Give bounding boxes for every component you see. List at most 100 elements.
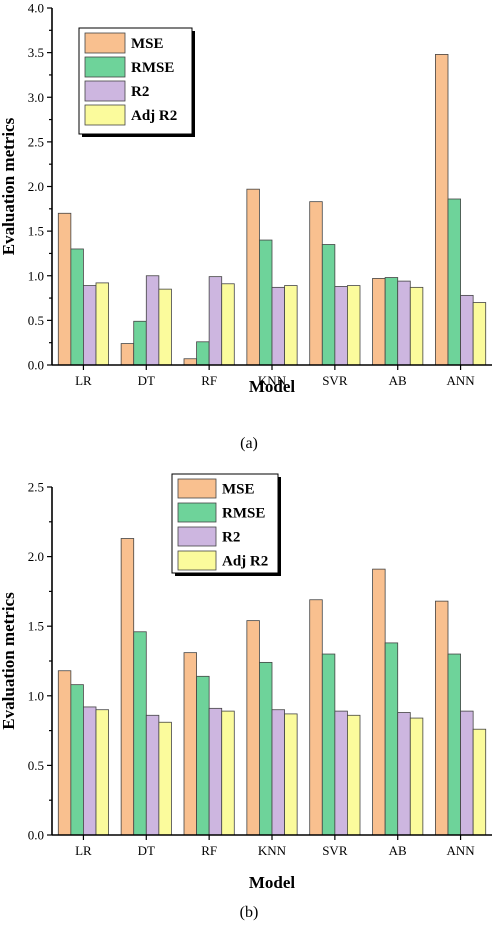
x-tick-label-ab: AB xyxy=(389,843,407,858)
y-tick-label: 1.5 xyxy=(28,224,44,239)
y-tick-label: 2.0 xyxy=(28,179,44,194)
bar-mse-ab xyxy=(372,568,386,836)
legend-swatch-rmse xyxy=(84,56,126,78)
figure-caption: (a) xyxy=(240,435,258,452)
bar-adj-r2-lr xyxy=(95,709,109,836)
bar-rmse-rf xyxy=(196,341,210,366)
y-tick-label: 1.0 xyxy=(28,268,44,283)
bar-rmse-rf xyxy=(196,675,210,836)
y-tick-label: 2.5 xyxy=(28,480,44,495)
x-tick-label-lr: LR xyxy=(75,373,92,388)
bar-mse-ab xyxy=(372,278,386,366)
bar-adj-r2-dt xyxy=(158,288,172,366)
bar-mse-knn xyxy=(246,620,260,836)
bar-mse-lr xyxy=(57,670,72,836)
legend-swatch-adj-r2 xyxy=(177,550,217,571)
y-tick-label: 0.5 xyxy=(28,313,44,328)
x-tick-label-knn: KNN xyxy=(258,843,287,858)
bar-adj-r2-ab xyxy=(409,286,424,366)
bar-r2-ann xyxy=(460,710,474,836)
bar-r2-ab xyxy=(397,280,411,366)
bar-r2-knn xyxy=(271,709,285,836)
x-tick-label-ann: ANN xyxy=(446,843,475,858)
legend-swatch-r2 xyxy=(84,80,126,102)
bar-r2-dt xyxy=(145,275,160,366)
y-axis-title: Evaluation metrics xyxy=(0,592,18,730)
y-tick-label: 0.0 xyxy=(28,358,44,373)
legend-swatch-mse xyxy=(177,478,217,499)
bar-rmse-ann xyxy=(447,653,461,836)
bar-mse-dt xyxy=(120,343,135,366)
bar-adj-r2-knn xyxy=(284,285,298,366)
bar-adj-r2-ab xyxy=(409,717,424,836)
bar-rmse-ann xyxy=(447,198,461,366)
bar-mse-knn xyxy=(246,188,260,366)
bar-r2-knn xyxy=(271,286,285,366)
x-axis-title: Model xyxy=(249,873,296,892)
bar-rmse-dt xyxy=(133,320,147,366)
figure-a: 0.0 0.5 1.0 1.5 2.0 2.5 3.0 3.5 4.0 LR DT RF KNN SVR A… xyxy=(0,1,492,452)
bar-adj-r2-svr xyxy=(347,714,361,836)
bar-adj-r2-svr xyxy=(347,285,361,366)
y-tick-label: 3.0 xyxy=(28,90,44,105)
bar-adj-r2-ann xyxy=(472,728,487,836)
bar-r2-svr xyxy=(334,286,348,366)
legend-swatch-adj-r2 xyxy=(84,104,126,126)
bar-mse-rf xyxy=(183,358,197,366)
legend-label-mse: MSE xyxy=(222,482,255,498)
bar-chart-a: 0.0 0.5 1.0 1.5 2.0 2.5 3.0 3.5 4.0 LR DT RF KNN SVR A… xyxy=(0,1,492,452)
bar-mse-dt xyxy=(120,538,135,836)
bar-r2-svr xyxy=(334,710,348,836)
legend-label-r2: R2 xyxy=(222,530,240,546)
y-tick-label: 4.0 xyxy=(28,1,44,16)
x-tick-label-rf: RF xyxy=(201,373,217,388)
bar-mse-svr xyxy=(309,201,323,366)
x-tick-label-ab: AB xyxy=(389,373,407,388)
bar-mse-ann xyxy=(435,600,449,836)
bar-adj-r2-rf xyxy=(221,283,235,366)
x-tick-label-rf: RF xyxy=(201,843,217,858)
figure-caption: (b) xyxy=(240,904,259,921)
legend-label-mse: MSE xyxy=(131,36,164,52)
y-tick-label: 0.5 xyxy=(28,758,44,773)
legend-swatch-mse xyxy=(84,32,126,54)
x-tick-label-lr: LR xyxy=(75,843,92,858)
bar-rmse-knn xyxy=(259,239,273,366)
legend-label-r2: R2 xyxy=(131,84,149,100)
bar-rmse-ab xyxy=(384,277,399,366)
y-tick-label: 2.5 xyxy=(28,134,44,149)
y-tick-label: 0.0 xyxy=(28,828,44,843)
y-tick-label: 1.5 xyxy=(28,619,44,634)
figure-b: 0.0 0.5 1.0 1.5 2.0 2.5 LR DT RF KNN SVR AB ANN Model… xyxy=(0,470,498,929)
legend-label-rmse: RMSE xyxy=(131,60,174,76)
bar-adj-r2-lr xyxy=(95,282,109,366)
bar-mse-rf xyxy=(183,652,197,836)
y-tick-label: 1.0 xyxy=(28,688,44,703)
bar-mse-svr xyxy=(309,599,323,836)
x-tick-label-dt: DT xyxy=(138,843,155,858)
bar-r2-lr xyxy=(83,285,97,366)
legend-swatch-rmse xyxy=(177,502,217,523)
bar-rmse-svr xyxy=(321,653,336,836)
y-axis-title: Evaluation metrics xyxy=(0,117,18,255)
x-tick-label-knn: KNN xyxy=(258,373,287,388)
bar-rmse-knn xyxy=(259,661,273,836)
bar-adj-r2-rf xyxy=(221,710,235,836)
x-axis-title: Model xyxy=(249,377,296,396)
bar-mse-ann xyxy=(435,54,449,366)
bar-rmse-ab xyxy=(384,642,399,836)
legend-label-adj-r2: Adj R2 xyxy=(131,108,177,124)
x-tick-label-svr: SVR xyxy=(322,843,348,858)
bar-adj-r2-dt xyxy=(158,721,172,836)
bar-r2-ann xyxy=(460,294,474,366)
bar-adj-r2-ann xyxy=(472,302,487,366)
bar-r2-lr xyxy=(83,706,97,836)
bar-r2-dt xyxy=(145,714,160,836)
legend-swatch-r2 xyxy=(177,526,217,547)
legend-label-adj-r2: Adj R2 xyxy=(222,554,268,570)
bar-r2-rf xyxy=(208,276,223,366)
bar-mse-lr xyxy=(57,212,72,366)
bar-rmse-lr xyxy=(70,684,84,836)
bar-rmse-lr xyxy=(70,248,84,366)
bar-rmse-svr xyxy=(321,244,336,366)
